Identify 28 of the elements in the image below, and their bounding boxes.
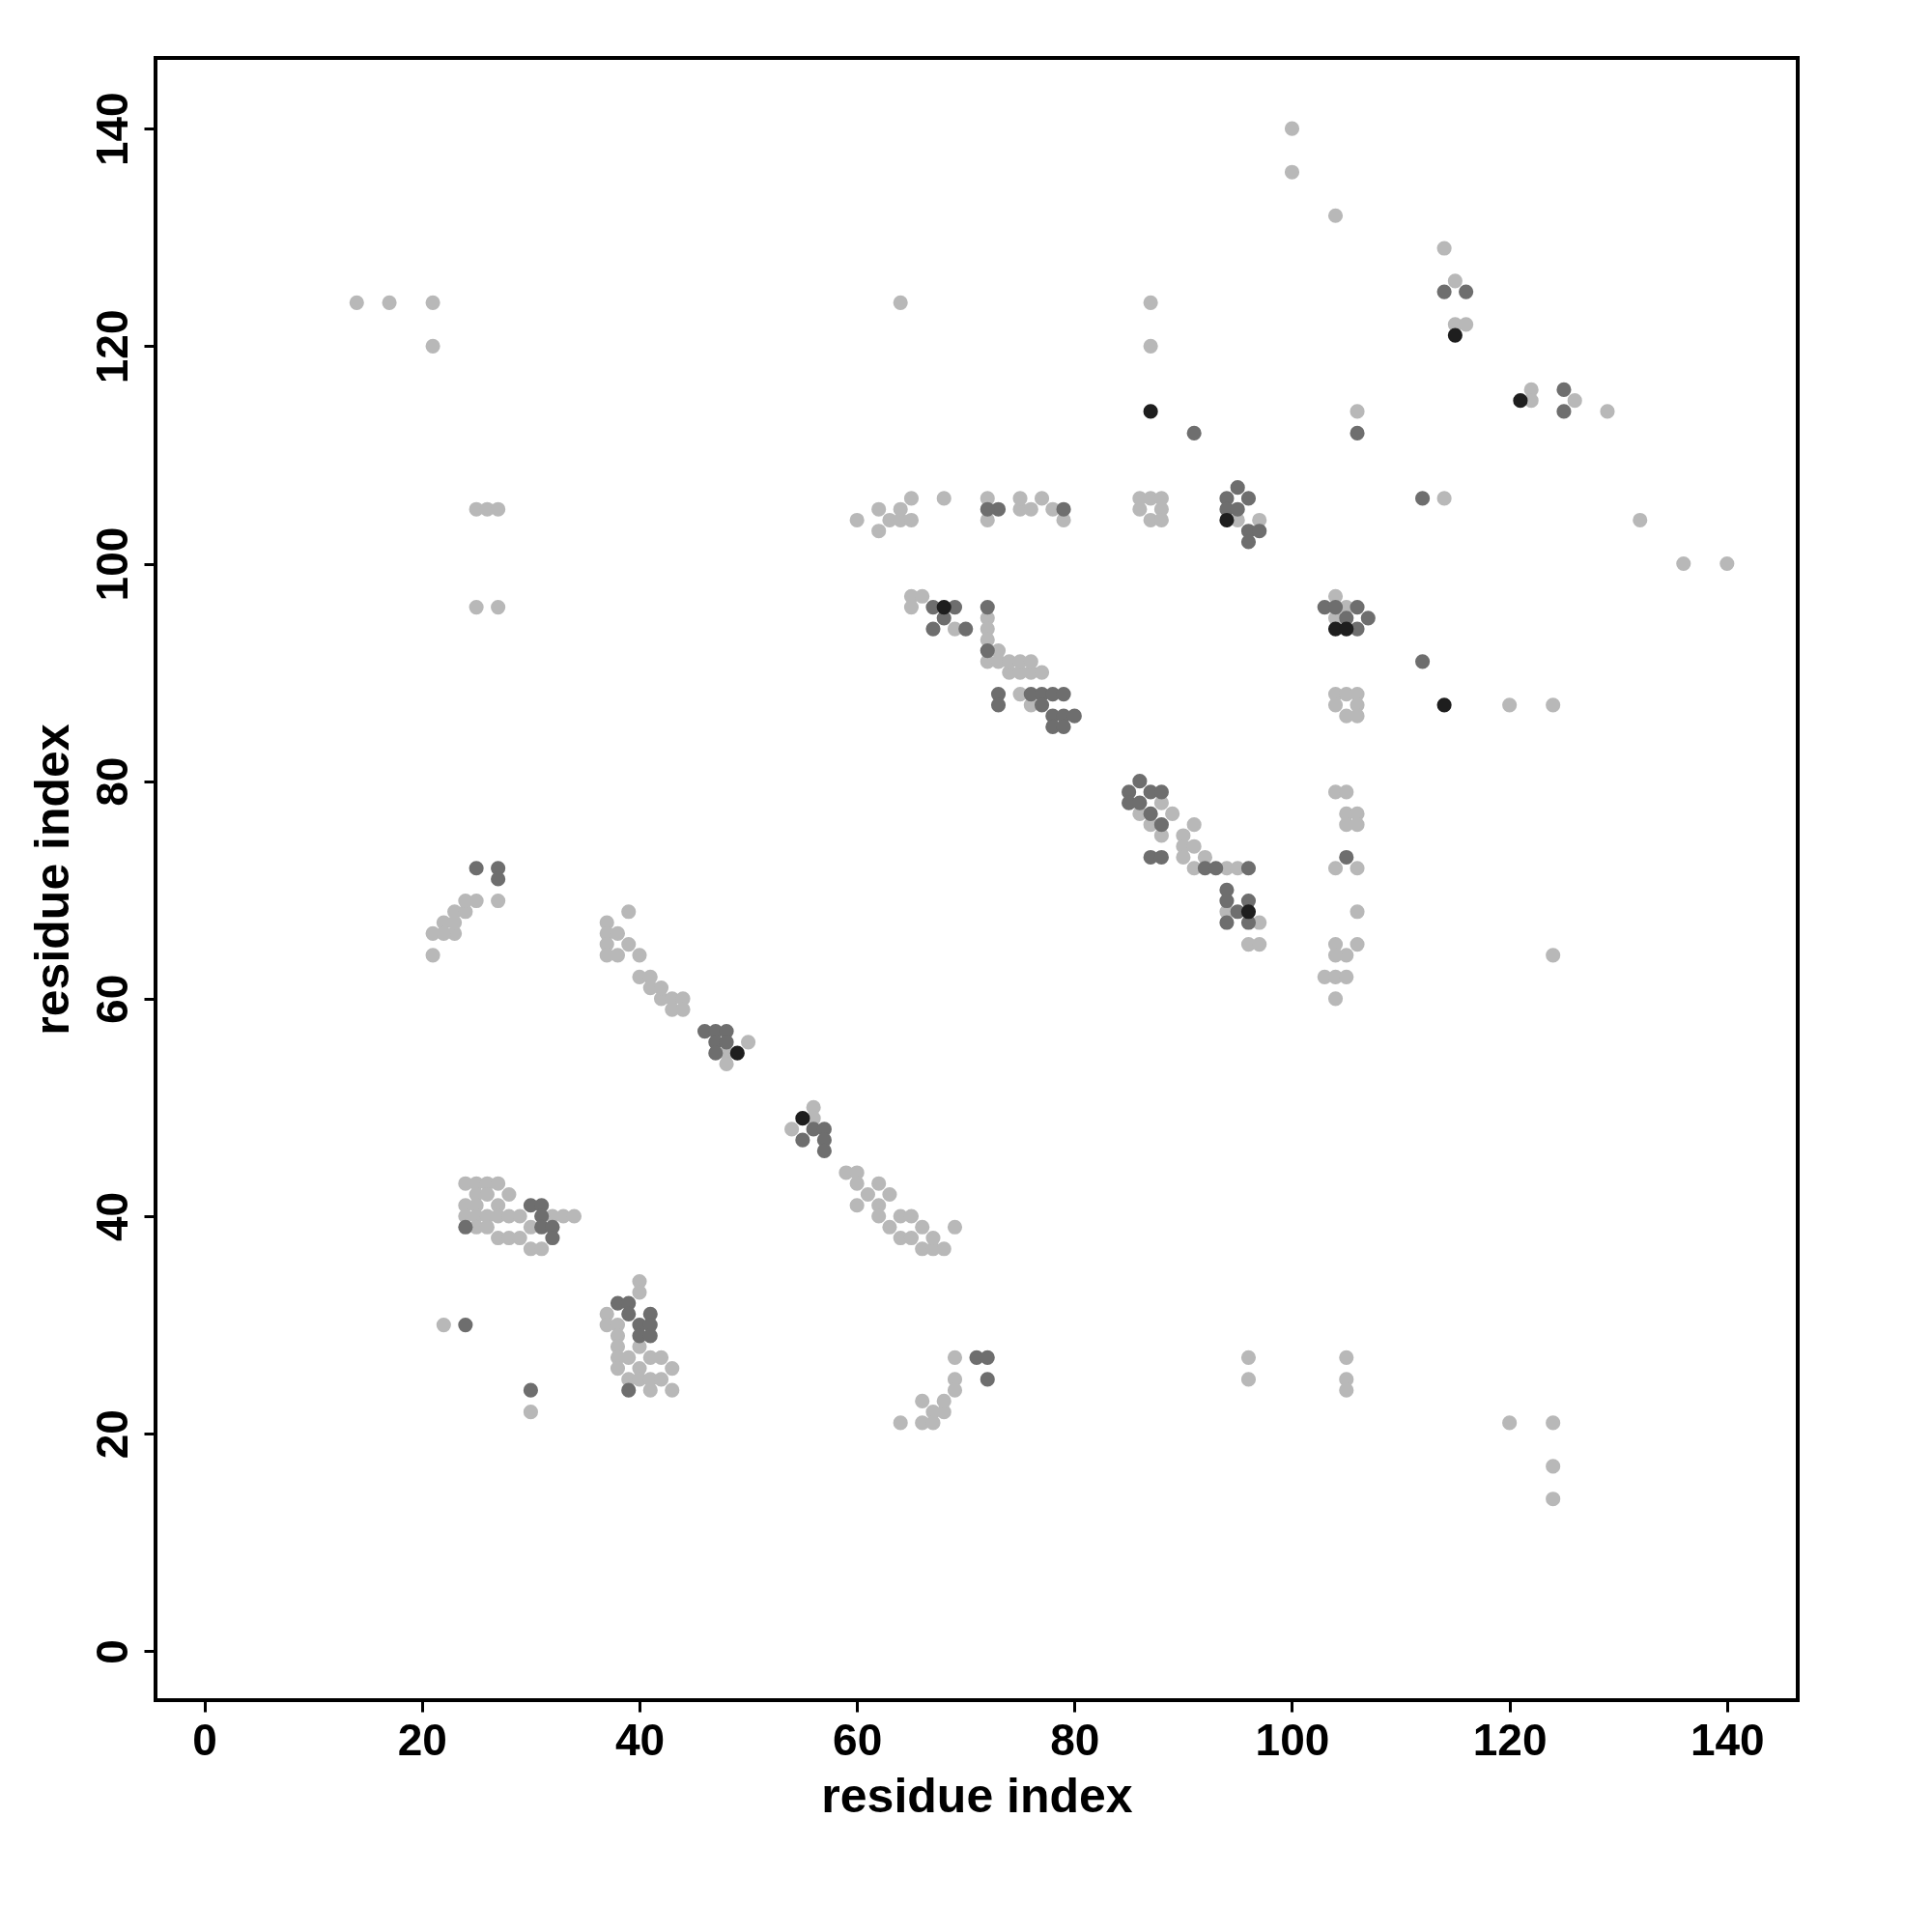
x-tick-label: 40: [614, 1714, 666, 1765]
point: [936, 599, 952, 615]
x-tick-label: 20: [397, 1714, 447, 1765]
point: [1513, 393, 1528, 409]
point: [729, 1045, 745, 1061]
y-tick-label: 40: [86, 1191, 137, 1242]
y-tick-label: 20: [86, 1409, 137, 1460]
x-tick-label: 140: [1690, 1714, 1765, 1765]
point: [1143, 404, 1158, 419]
y-tick-label: 100: [86, 526, 137, 602]
point: [1339, 621, 1354, 637]
x-tick-label: 0: [192, 1714, 217, 1765]
point: [1240, 904, 1257, 920]
x-tick-label: 60: [833, 1714, 883, 1765]
point: [1219, 512, 1235, 528]
y-tick-label: 0: [86, 1639, 137, 1664]
y-tick-label: 60: [86, 974, 137, 1024]
y-tick-label: 140: [86, 92, 137, 167]
point: [1447, 327, 1463, 343]
x-tick-label: 120: [1472, 1714, 1548, 1765]
x-axis-title: residue index: [821, 1768, 1133, 1823]
point: [1436, 697, 1452, 713]
point: [795, 1111, 810, 1126]
y-tick-label: 120: [86, 309, 137, 384]
x-tick-label: 80: [1050, 1714, 1100, 1765]
x-tick-label: 100: [1255, 1714, 1330, 1765]
y-tick-label: 80: [86, 756, 137, 807]
y-axis-title: residue index: [24, 724, 79, 1036]
